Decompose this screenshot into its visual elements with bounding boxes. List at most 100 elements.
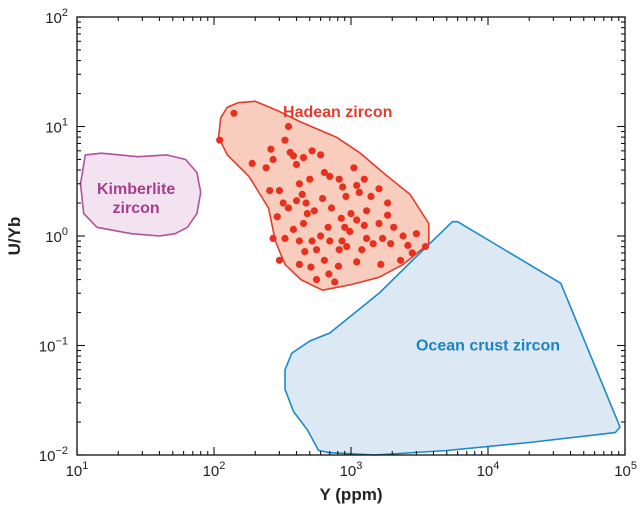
x-tick-label: 105 [614,460,637,480]
data-point [343,243,351,251]
data-point [312,246,321,254]
data-point [363,207,371,215]
data-point [303,210,311,218]
data-point [342,192,350,200]
data-point [273,213,281,221]
data-point [358,246,366,254]
data-point [289,152,297,160]
data-point [338,237,346,245]
data-point [353,181,361,189]
data-point [292,160,301,169]
data-point [347,210,355,218]
data-point [284,204,293,212]
data-point [325,270,333,278]
data-point [384,211,392,219]
data-points-layer [216,109,430,286]
data-point [320,256,328,264]
data-point [384,199,392,207]
data-point [326,172,334,180]
data-point [312,276,321,284]
region-label-kimberlite-zircon: Kimberlite [97,181,175,198]
data-point [412,230,420,238]
regions-layer [79,100,621,456]
tick-labels-layer: 101 102 103 104 105 10−2 10−1 100 101 102 [39,7,637,480]
data-point [421,243,430,251]
data-point [326,237,334,245]
data-point [404,241,412,249]
data-point [335,175,343,183]
data-point [307,263,315,271]
region-labels-layer: Kimberlite zircon Hadean zircon Ocean crust… [97,104,560,354]
data-point [360,221,368,229]
data-point [269,234,277,242]
data-point [399,232,407,240]
data-point [292,197,301,205]
data-point [390,223,398,231]
data-point [350,164,358,172]
data-point [360,175,368,183]
data-point [346,227,354,236]
data-point [266,187,274,195]
data-point [269,155,277,164]
data-point [331,278,339,286]
data-point [267,145,275,153]
data-point [299,154,308,162]
data-point [279,199,287,207]
data-point [379,234,387,242]
data-point [397,256,405,264]
data-point [275,256,283,264]
data-point [408,249,416,257]
x-tick-label: 103 [340,460,363,480]
x-tick-label: 102 [203,460,226,480]
data-point [334,262,343,270]
region-ocean-crust-zircon [284,220,621,456]
region-label-hadean-zircon: Hadean zircon [283,104,392,121]
data-point [337,214,345,222]
data-point [281,234,289,242]
data-point [275,187,283,195]
data-point [353,216,361,224]
data-point [324,223,332,231]
data-point [377,260,385,268]
data-point [281,136,289,144]
x-axis-title: Y (ppm) [320,485,383,504]
axis-ticks-layer [76,16,626,456]
data-point [298,190,306,198]
data-point [367,192,375,200]
data-point [284,122,293,131]
data-point [327,204,336,212]
data-point [317,232,325,240]
y-tick-label: 100 [45,226,68,246]
region-label-kimberlite-zircon: zircon [113,200,160,217]
y-tick-label: 10−2 [39,445,68,465]
data-point [375,219,383,228]
data-point [301,248,309,256]
data-point [295,180,303,188]
y-tick-label: 102 [45,7,68,27]
data-point [308,237,316,245]
data-point [319,194,327,203]
data-point [262,164,270,172]
data-point [363,234,371,242]
x-tick-label: 101 [66,460,89,480]
x-tick-label: 104 [477,460,500,480]
region-kimberlite-zircon [79,152,202,237]
data-point [302,199,310,207]
data-point [310,207,318,215]
y-tick-label: 10−1 [39,336,68,356]
data-point [317,151,325,159]
data-point [216,136,224,144]
data-point [369,240,377,248]
data-point [299,219,308,228]
data-point [248,159,256,167]
data-point [289,225,297,233]
data-point [339,183,347,191]
data-point [306,175,314,183]
data-point [230,109,238,117]
data-point [308,147,316,155]
data-point [375,185,383,193]
y-tick-label: 101 [45,117,68,137]
region-label-ocean-crust-zircon: Ocean crust zircon [416,338,560,355]
data-point [335,246,343,254]
